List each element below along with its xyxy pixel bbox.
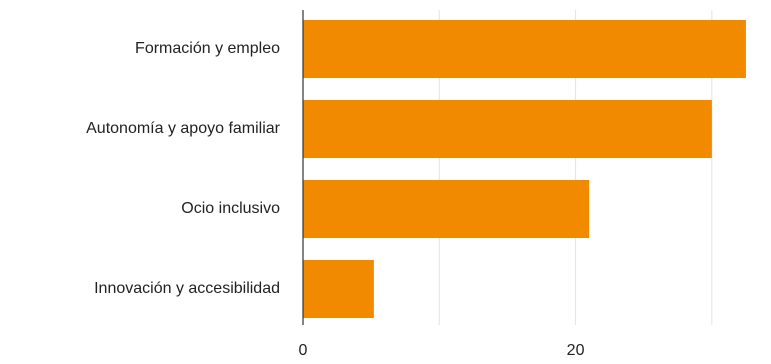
bar: [303, 180, 590, 238]
x-tick-label: 0: [299, 342, 308, 359]
bars: [303, 20, 746, 318]
bar: [303, 260, 374, 318]
category-label: Autonomía y apoyo familiar: [86, 120, 281, 137]
category-label: Innovación y accesibilidad: [94, 280, 280, 297]
category-labels: Formación y empleo Autonomía y apoyo fami…: [86, 40, 281, 297]
category-label: Formación y empleo: [135, 40, 280, 57]
bar: [303, 20, 746, 78]
x-tick-labels: 0 20: [299, 342, 585, 359]
x-tick-label: 20: [567, 342, 585, 359]
category-label: Ocio inclusivo: [181, 200, 280, 217]
bar: [303, 100, 712, 158]
